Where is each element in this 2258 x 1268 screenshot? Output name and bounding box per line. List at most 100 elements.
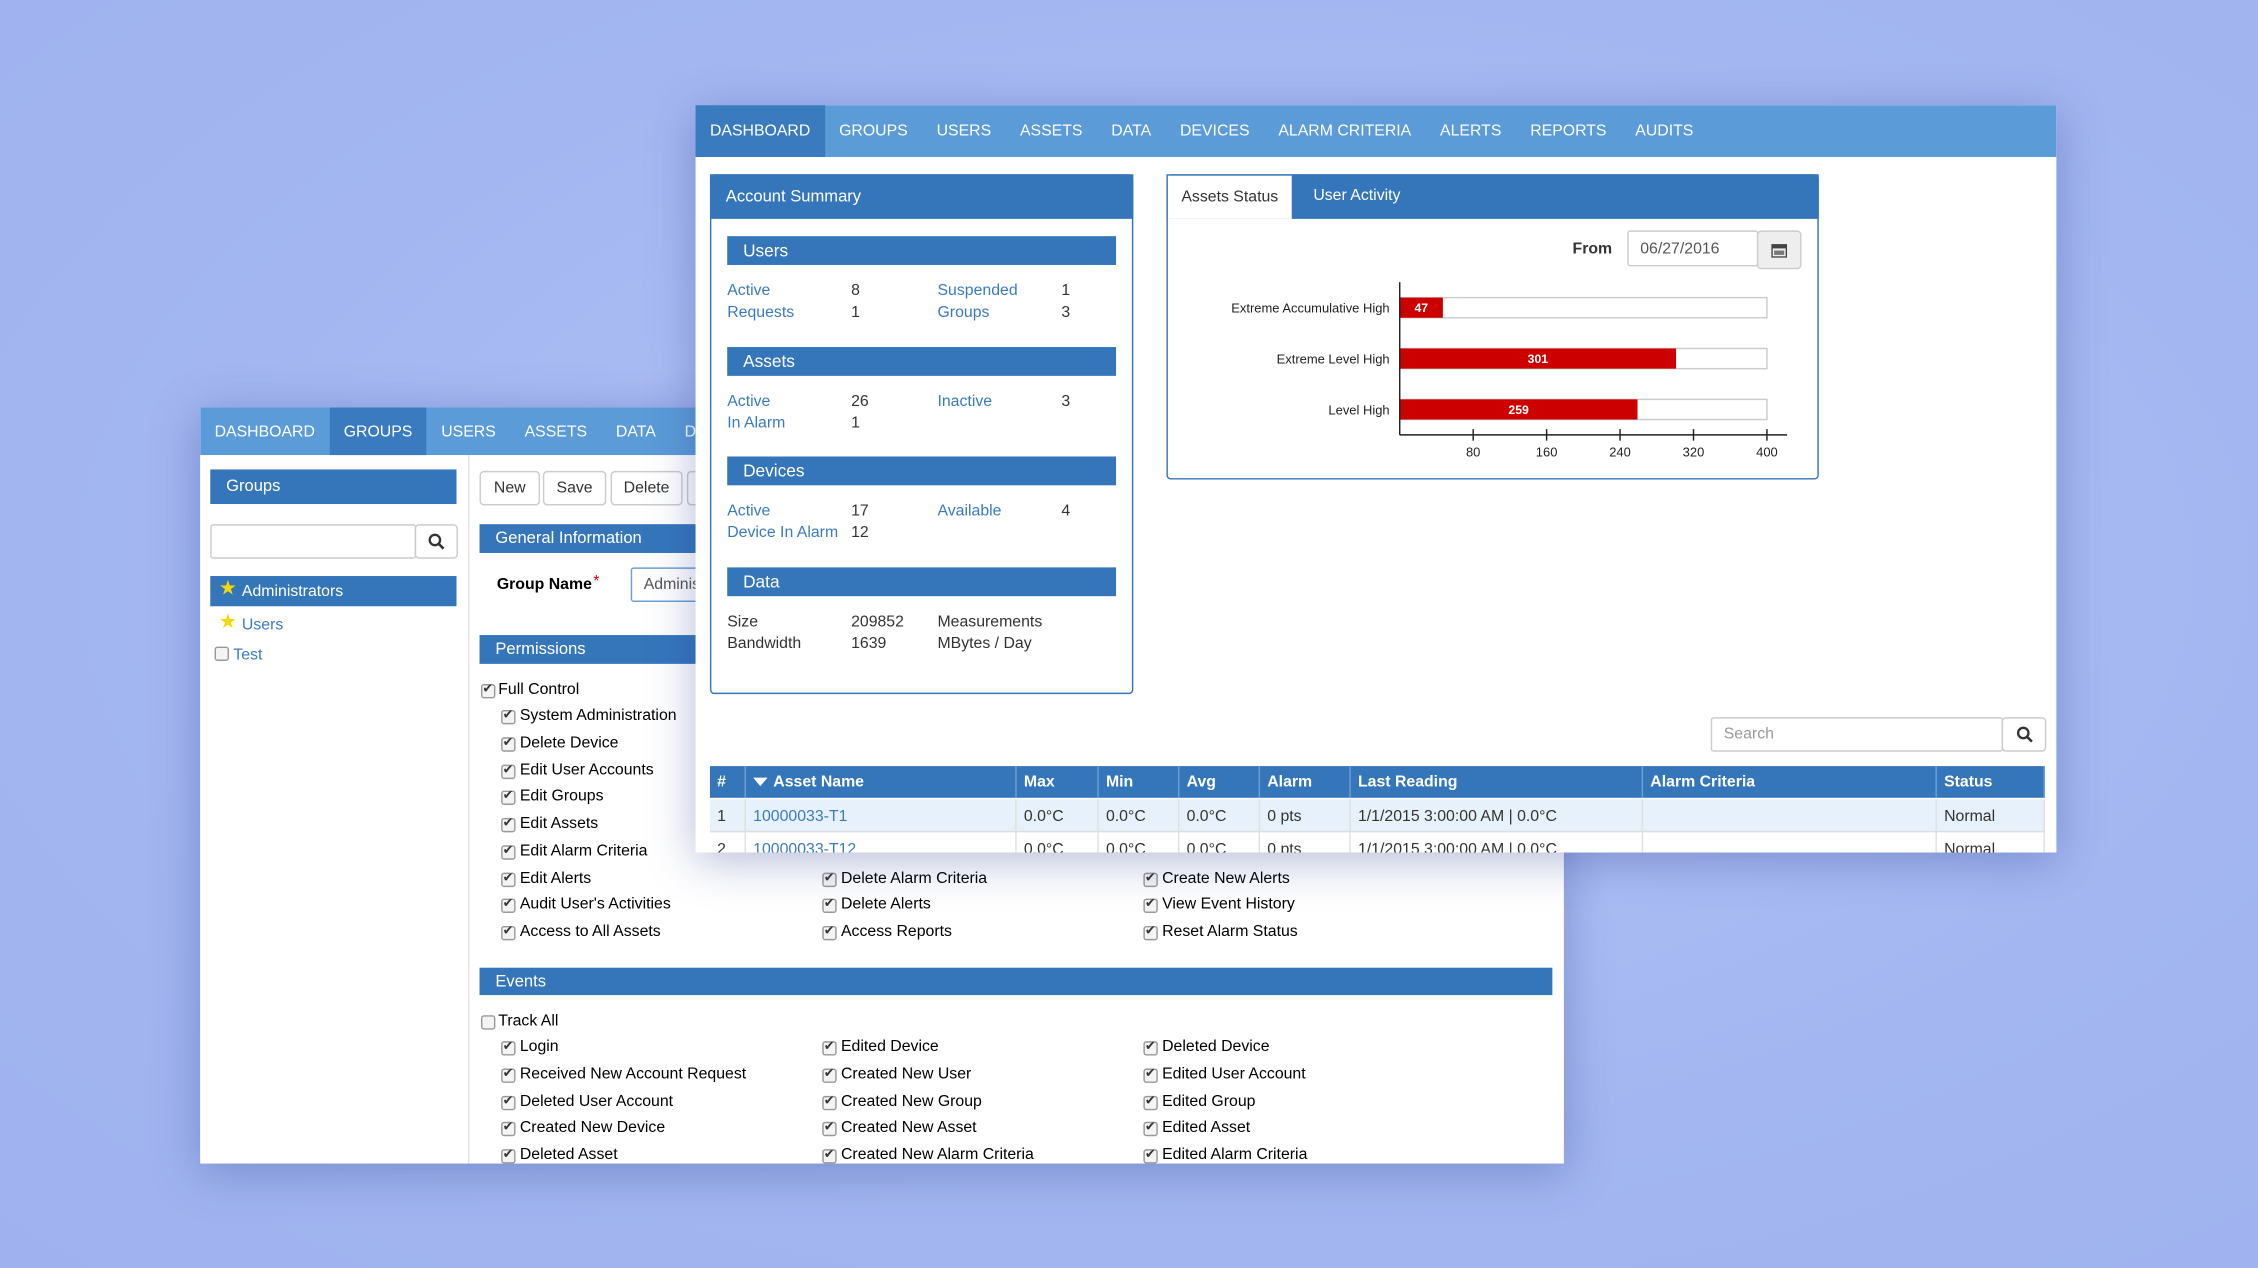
event-label: Edited Group <box>1162 1092 1256 1110</box>
checkbox[interactable] <box>1143 896 1158 914</box>
summary-label[interactable]: Active <box>727 503 771 521</box>
nav-item[interactable]: USERS <box>441 422 496 440</box>
checkbox[interactable] <box>501 1038 516 1056</box>
permission-label: Edit User Accounts <box>519 761 654 779</box>
group-checkbox[interactable] <box>214 646 229 661</box>
summary-label[interactable]: Suspended <box>937 282 1018 300</box>
checkbox[interactable] <box>501 815 516 833</box>
checkbox[interactable] <box>1143 1065 1158 1083</box>
checkbox[interactable] <box>822 1119 837 1137</box>
tab-active[interactable]: Assets Status <box>1167 175 1292 219</box>
checkbox[interactable] <box>822 1038 837 1056</box>
required-mark: * <box>593 573 600 591</box>
summary-label[interactable]: Available <box>937 503 1002 521</box>
nav-item[interactable]: DATA <box>615 422 656 440</box>
checkbox[interactable] <box>1143 923 1158 941</box>
permission-label: Edit Alarm Criteria <box>519 842 648 860</box>
checkbox[interactable] <box>501 1119 516 1137</box>
group-item[interactable]: Users <box>219 611 283 635</box>
column-header[interactable]: Min <box>1099 766 1180 798</box>
event-label: Edited Device <box>840 1038 939 1056</box>
column-header[interactable]: Status <box>1937 766 2045 798</box>
checkbox[interactable] <box>822 896 837 914</box>
column-header[interactable]: Last Reading <box>1351 766 1644 798</box>
nav-item[interactable]: ASSETS <box>1019 122 1083 140</box>
search-button[interactable] <box>414 524 458 559</box>
nav-item[interactable]: DASHBOARD <box>214 422 315 440</box>
category-label: Level High <box>1328 402 1389 417</box>
checkbox[interactable] <box>480 681 496 699</box>
checkbox[interactable] <box>501 923 516 941</box>
summary-label[interactable]: In Alarm <box>727 414 786 432</box>
column-header[interactable]: Asset Name <box>746 766 1017 798</box>
bar <box>1399 399 1638 420</box>
summary-label[interactable]: Active <box>727 282 771 300</box>
summary-label[interactable]: Groups <box>937 303 990 322</box>
checkbox[interactable] <box>501 869 516 887</box>
summary-label[interactable]: Inactive <box>937 392 993 410</box>
toolbar-button[interactable]: Delete <box>610 470 683 506</box>
summary-value: 3 <box>1061 392 1071 410</box>
checkbox[interactable] <box>480 1015 496 1030</box>
nav-item[interactable]: ALERTS <box>1440 122 1502 140</box>
table-cell: 0.0°C <box>1099 832 1180 853</box>
nav-item[interactable]: USERS <box>936 122 992 140</box>
event-label: Login <box>519 1038 559 1056</box>
nav-item[interactable]: DATA <box>1111 122 1152 140</box>
checkbox[interactable] <box>822 1065 837 1083</box>
nav-item[interactable]: ASSETS <box>524 422 588 440</box>
checkbox[interactable] <box>822 1146 837 1164</box>
column-header[interactable]: Max <box>1017 766 1099 798</box>
checkbox[interactable] <box>1143 1092 1158 1110</box>
checkbox[interactable] <box>501 1065 516 1083</box>
tab[interactable]: User Activity <box>1313 187 1401 205</box>
summary-label[interactable]: Device In Alarm <box>727 524 839 543</box>
nav-item[interactable]: GROUPS <box>839 122 908 140</box>
nav-item[interactable]: DASHBOARD <box>695 105 825 157</box>
checkbox[interactable] <box>501 707 516 725</box>
section-bar: Events <box>479 967 1553 996</box>
nav-item[interactable]: GROUPS <box>329 407 427 456</box>
group-search-input[interactable] <box>210 524 417 559</box>
summary-label[interactable]: Requests <box>727 303 795 322</box>
checkbox[interactable] <box>1143 1146 1158 1164</box>
toolbar-button[interactable]: New <box>479 470 541 506</box>
search-input[interactable]: Search <box>1710 717 2004 752</box>
column-header[interactable]: Avg <box>1179 766 1261 798</box>
column-header[interactable]: # <box>710 766 746 798</box>
event-label: Deleted User Account <box>519 1092 674 1110</box>
checkbox[interactable] <box>822 869 837 887</box>
calendar-button[interactable] <box>1756 230 1802 270</box>
sidebar-title: Groups <box>210 469 457 505</box>
checkbox[interactable] <box>1143 1038 1158 1056</box>
checkbox[interactable] <box>501 1146 516 1164</box>
date-input[interactable]: 06/27/2016 <box>1627 230 1759 267</box>
event-label: Edited Alarm Criteria <box>1162 1146 1308 1164</box>
search-button[interactable] <box>2001 717 2047 752</box>
checkbox[interactable] <box>822 923 837 941</box>
nav-item[interactable]: REPORTS <box>1530 122 1607 140</box>
nav-item[interactable]: ALARM CRITERIA <box>1278 122 1412 140</box>
checkbox[interactable] <box>1143 869 1158 887</box>
checkbox[interactable] <box>501 896 516 914</box>
event-label: Deleted Device <box>1162 1038 1270 1056</box>
table-cell[interactable]: 10000033-T1 <box>746 799 1017 833</box>
toolbar-button[interactable]: Save <box>542 470 607 506</box>
checkbox[interactable] <box>501 788 516 806</box>
nav-item[interactable]: AUDITS <box>1635 122 1694 140</box>
checkbox[interactable] <box>822 1092 837 1110</box>
summary-value: 17 <box>851 503 869 521</box>
checkbox[interactable] <box>501 1092 516 1110</box>
table-cell[interactable]: 10000033-T12 <box>746 832 1017 853</box>
column-header[interactable]: Alarm <box>1260 766 1351 798</box>
summary-label[interactable]: Active <box>727 392 771 410</box>
checkbox[interactable] <box>501 842 516 860</box>
checkbox[interactable] <box>501 734 516 752</box>
checkbox[interactable] <box>1143 1119 1158 1137</box>
nav-item[interactable]: DEVICES <box>1179 122 1250 140</box>
checkbox[interactable] <box>501 761 516 779</box>
group-item[interactable]: Test <box>233 646 263 664</box>
column-header[interactable]: Alarm Criteria <box>1643 766 1937 798</box>
group-item[interactable]: Administrators <box>219 577 343 602</box>
